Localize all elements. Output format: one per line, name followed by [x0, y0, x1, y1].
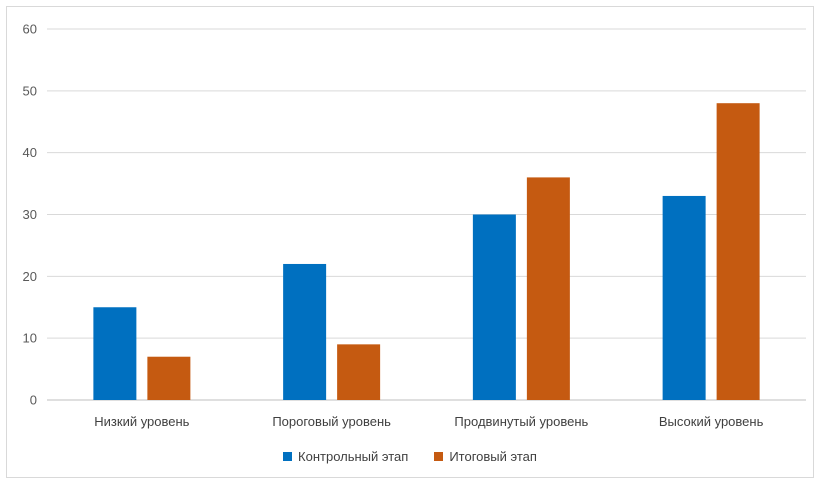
- y-tick-label: 10: [23, 331, 37, 346]
- legend-item-series-1: Контрольный этап: [283, 449, 408, 464]
- y-tick-label: 20: [23, 269, 37, 284]
- bar-series-2-cat-1: [147, 356, 191, 400]
- legend-label-series-2: Итоговый этап: [449, 449, 537, 464]
- bar-series-1-cat-2: [283, 263, 327, 400]
- bar-series-1-cat-3: [472, 214, 516, 400]
- legend-item-series-2: Итоговый этап: [434, 449, 537, 464]
- bar-series-2-cat-3: [526, 177, 570, 400]
- bars: [93, 103, 760, 400]
- y-axis-ticks: 0 10 20 30 40 50 60: [23, 22, 37, 408]
- legend-swatch-series-1: [283, 452, 293, 461]
- x-axis-categories: Низкий уровень Пороговый уровень Продвинут…: [94, 414, 763, 429]
- legend-swatch-series-2: [434, 452, 444, 461]
- bar-series-2-cat-2: [337, 344, 381, 400]
- y-tick-label: 0: [30, 393, 37, 408]
- bar-series-2-cat-4: [716, 103, 760, 400]
- y-tick-label: 60: [23, 22, 37, 37]
- bar-series-1-cat-1: [93, 307, 137, 400]
- bar-series-1-cat-4: [662, 195, 706, 400]
- y-tick-label: 50: [23, 83, 37, 98]
- y-tick-label: 40: [23, 145, 37, 160]
- x-category-label: Низкий уровень: [94, 414, 189, 429]
- legend-label-series-1: Контрольный этап: [298, 449, 409, 464]
- x-category-label: Высокий уровень: [659, 414, 764, 429]
- legend: Контрольный этап Итоговый этап: [0, 449, 820, 464]
- x-category-label: Продвинутый уровень: [454, 414, 588, 429]
- y-tick-label: 30: [23, 207, 37, 222]
- x-category-label: Пороговый уровень: [272, 414, 391, 429]
